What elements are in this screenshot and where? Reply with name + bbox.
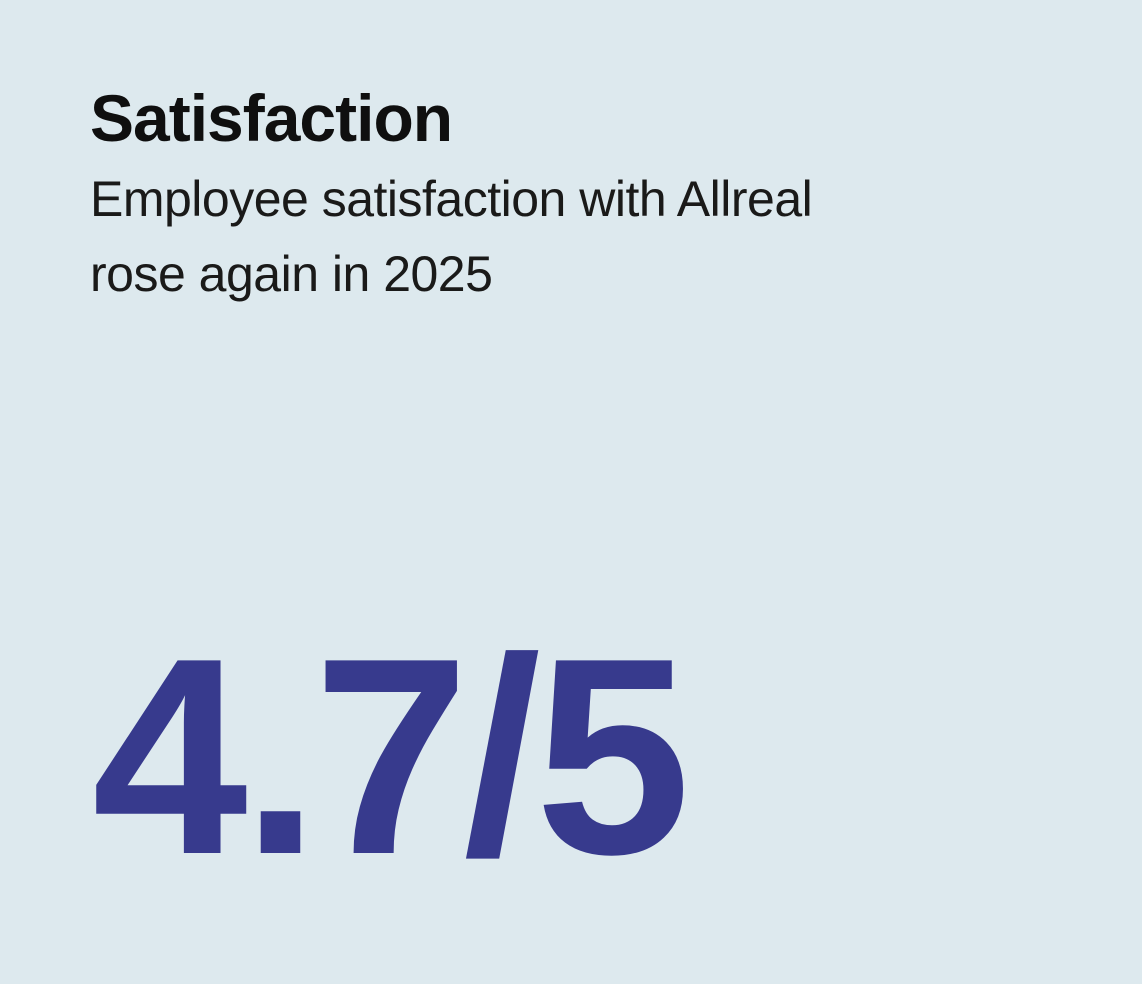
card-subtitle: Employee satisfaction with Allreal rose … — [90, 162, 813, 312]
rating-stat-value: 4.7/5 — [92, 601, 691, 913]
subtitle-line-1: Employee satisfaction with Allreal — [90, 171, 813, 227]
card-title: Satisfaction — [90, 81, 453, 155]
subtitle-line-2: rose again in 2025 — [90, 246, 493, 302]
